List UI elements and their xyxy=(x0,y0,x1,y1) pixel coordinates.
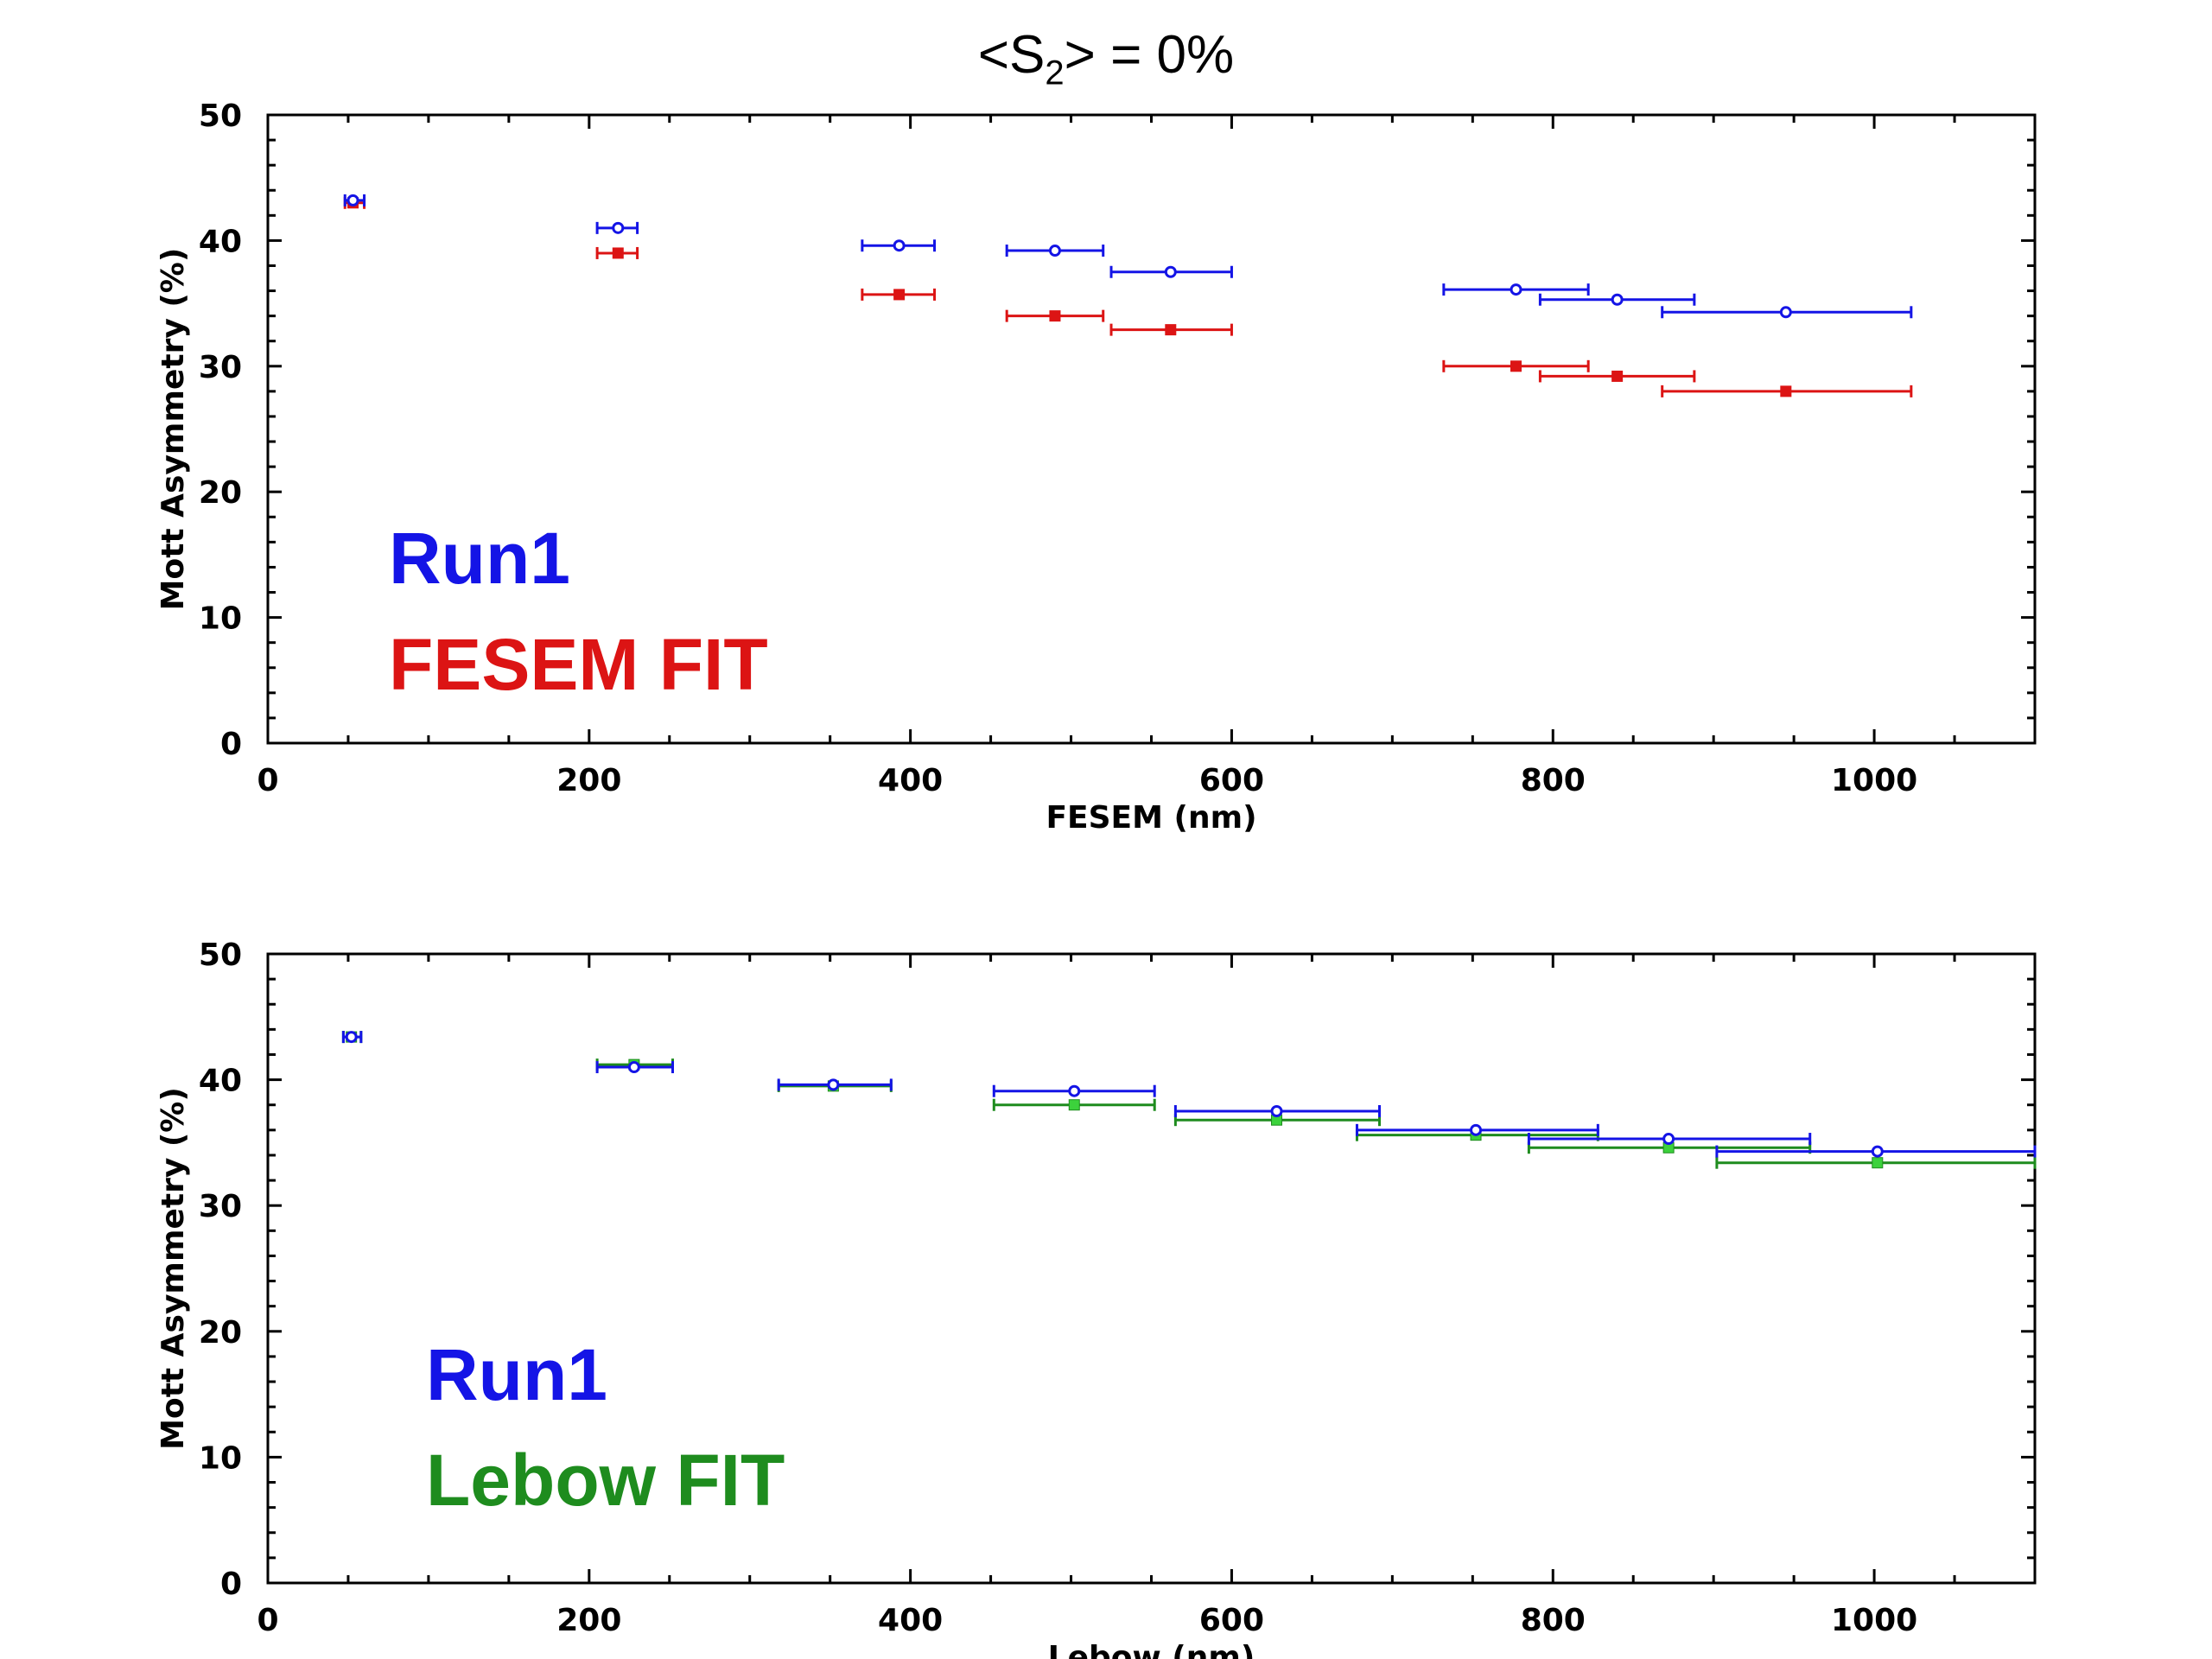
data-point xyxy=(1611,370,1624,382)
x-tick-label: 0 xyxy=(257,1603,278,1638)
legend-entry: FESEM FIT xyxy=(389,624,768,705)
data-point xyxy=(345,1031,358,1044)
data-point xyxy=(1611,293,1624,306)
data-point xyxy=(1470,1123,1483,1136)
y-tick-label: 50 xyxy=(199,938,242,973)
data-point xyxy=(827,1078,840,1091)
x-tick-label: 1000 xyxy=(1831,1603,1917,1638)
y-tick-label: 30 xyxy=(199,1189,242,1224)
data-point xyxy=(612,247,624,259)
data-point xyxy=(893,289,906,301)
data-point xyxy=(1048,245,1061,257)
x-tick-label: 800 xyxy=(1521,1603,1586,1638)
data-point xyxy=(346,194,359,207)
x-tick-label: 800 xyxy=(1521,763,1586,798)
data-point xyxy=(1068,1084,1081,1097)
y-tick-label: 20 xyxy=(199,1315,242,1351)
x-axis-label: Lebow (nm) xyxy=(1048,1640,1255,1659)
title-subscript: 2 xyxy=(1045,54,1065,92)
figure-title: <S2> = 0% xyxy=(0,24,2212,92)
data-point xyxy=(1164,265,1177,278)
data-point xyxy=(1049,310,1061,322)
legend-entry: Run1 xyxy=(389,518,570,599)
legend-entry: Run1 xyxy=(426,1334,607,1415)
y-axis-label: Mott Asymmetry (%) xyxy=(156,1087,191,1450)
data-point xyxy=(1780,385,1792,397)
y-tick-label: 10 xyxy=(199,601,242,637)
x-tick-label: 1000 xyxy=(1831,763,1917,798)
x-tick-label: 200 xyxy=(556,1603,621,1638)
title-suffix: > = 0% xyxy=(1064,25,1235,85)
data-point xyxy=(1068,1099,1080,1111)
y-tick-label: 50 xyxy=(199,99,242,134)
y-axis-label: Mott Asymmetry (%) xyxy=(156,248,191,611)
y-tick-label: 0 xyxy=(220,727,242,762)
x-tick-label: 600 xyxy=(1199,1603,1264,1638)
data-point xyxy=(1270,1105,1283,1117)
x-axis-label: FESEM (nm) xyxy=(1046,800,1256,836)
data-point xyxy=(1779,306,1792,319)
data-point xyxy=(1662,1133,1675,1146)
data-point xyxy=(1510,283,1522,296)
y-tick-label: 30 xyxy=(199,350,242,385)
x-tick-label: 600 xyxy=(1199,763,1264,798)
y-tick-label: 40 xyxy=(199,1064,242,1099)
y-tick-label: 0 xyxy=(220,1567,242,1602)
data-point xyxy=(1871,1145,1884,1158)
legend-entry: Lebow FIT xyxy=(426,1440,785,1521)
data-point xyxy=(627,1061,640,1074)
x-tick-label: 0 xyxy=(257,763,278,798)
data-point xyxy=(612,221,625,234)
fesem-chart-panel: 0 200 400 600 800 1000 0 10 20 30 40 50 FESEM (nm) Mo… xyxy=(156,99,2037,836)
title-prefix: <S xyxy=(977,25,1046,85)
x-tick-label: 200 xyxy=(556,763,621,798)
x-tick-label: 400 xyxy=(878,763,943,798)
data-point xyxy=(1872,1157,1884,1169)
y-tick-label: 20 xyxy=(199,475,242,511)
lebow-chart-panel: 0 200 400 600 800 1000 0 10 20 30 40 50 Lebow (nm) Mo… xyxy=(156,938,2037,1659)
y-tick-label: 40 xyxy=(199,224,242,259)
y-tick-label: 10 xyxy=(199,1440,242,1476)
data-point xyxy=(1510,360,1522,372)
data-point xyxy=(893,239,906,252)
x-tick-label: 400 xyxy=(878,1603,943,1638)
data-point xyxy=(1165,324,1177,336)
